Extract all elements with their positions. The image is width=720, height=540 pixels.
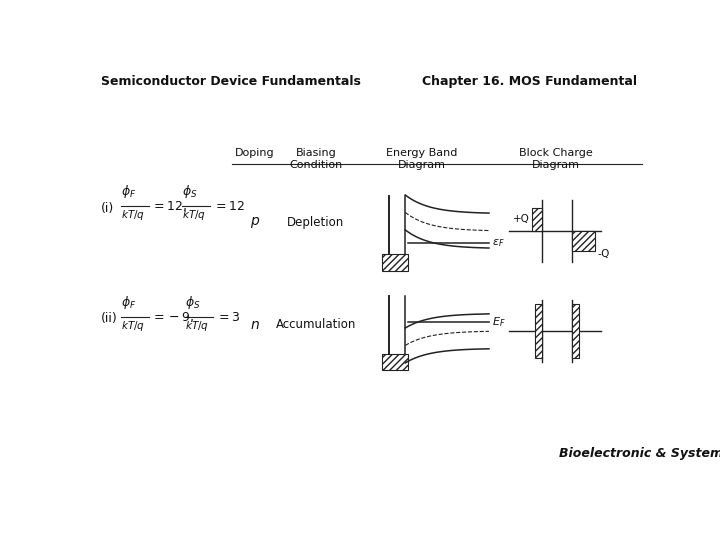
Text: Depletion: Depletion [287, 217, 345, 230]
Text: Accumulation: Accumulation [276, 318, 356, 331]
Text: Biasing
Condition: Biasing Condition [289, 148, 343, 170]
Text: $= 3$: $= 3$ [215, 310, 240, 323]
Text: (ii): (ii) [101, 312, 118, 325]
Text: Doping: Doping [235, 148, 274, 158]
Polygon shape [572, 304, 579, 358]
Text: $\phi_S$: $\phi_S$ [182, 183, 197, 200]
Text: $= 12$: $= 12$ [213, 200, 245, 213]
Text: (i): (i) [101, 202, 114, 215]
Polygon shape [382, 354, 408, 370]
Text: $\phi_F$: $\phi_F$ [121, 183, 136, 200]
Polygon shape [535, 304, 542, 358]
Text: Semiconductor Device Fundamentals: Semiconductor Device Fundamentals [101, 75, 361, 88]
Text: +Q: +Q [513, 214, 530, 224]
Text: $kT/q$: $kT/q$ [185, 319, 209, 333]
Text: $n$: $n$ [250, 318, 259, 332]
Text: Chapter 16. MOS Fundamental: Chapter 16. MOS Fundamental [422, 75, 637, 88]
Text: $p$: $p$ [250, 215, 260, 230]
Text: $= -9,$: $= -9,$ [151, 310, 195, 324]
Text: Block Charge
Diagram: Block Charge Diagram [519, 148, 593, 170]
Text: $= 12,$: $= 12,$ [151, 199, 187, 213]
Text: Energy Band
Diagram: Energy Band Diagram [387, 148, 458, 170]
Text: $E_F$: $E_F$ [492, 315, 506, 329]
Polygon shape [532, 208, 542, 231]
Text: $\phi_S$: $\phi_S$ [185, 294, 200, 311]
Text: $kT/q$: $kT/q$ [182, 208, 206, 222]
Text: $kT/q$: $kT/q$ [121, 319, 145, 333]
Text: $kT/q$: $kT/q$ [121, 208, 145, 222]
Text: $\varepsilon_F$: $\varepsilon_F$ [492, 238, 505, 249]
Text: Bioelectronic & Systems Lab.: Bioelectronic & Systems Lab. [559, 447, 720, 460]
Text: -Q: -Q [597, 249, 610, 259]
Text: $\phi_F$: $\phi_F$ [121, 294, 136, 311]
Polygon shape [382, 254, 408, 271]
Polygon shape [572, 231, 595, 251]
